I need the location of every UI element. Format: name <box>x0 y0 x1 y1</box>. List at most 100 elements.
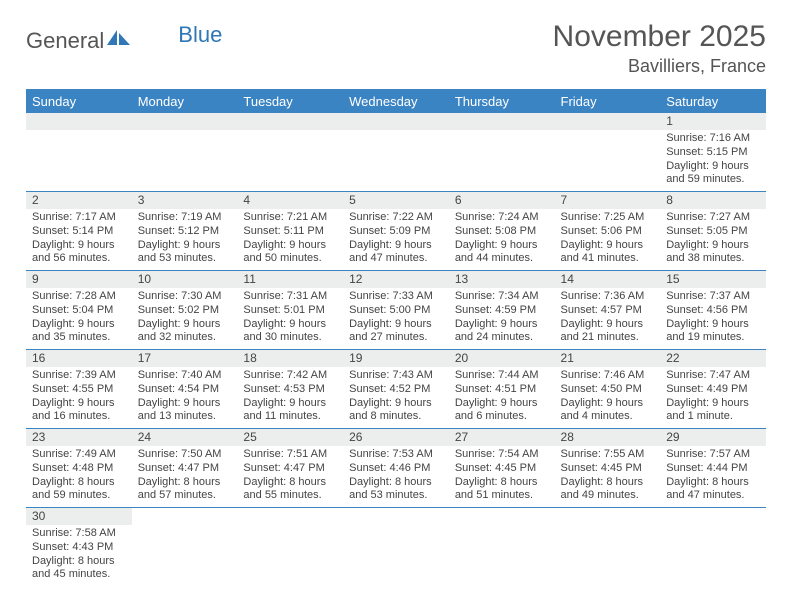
calendar-cell: 9Sunrise: 7:28 AMSunset: 5:04 PMDaylight… <box>26 271 132 350</box>
day-number: 13 <box>449 271 555 288</box>
daylight-line: Daylight: 9 hours and 47 minutes. <box>349 239 443 267</box>
daylight-line: Daylight: 9 hours and 35 minutes. <box>32 318 126 346</box>
sunrise-line: Sunrise: 7:30 AM <box>138 290 232 304</box>
day-body: Sunrise: 7:49 AMSunset: 4:48 PMDaylight:… <box>26 446 132 507</box>
calendar-week-row: 1Sunrise: 7:16 AMSunset: 5:15 PMDaylight… <box>26 113 766 192</box>
sunset-line: Sunset: 5:02 PM <box>138 304 232 318</box>
day-number: 14 <box>555 271 661 288</box>
daylight-line: Daylight: 9 hours and 19 minutes. <box>666 318 760 346</box>
weekday-header: Friday <box>555 90 661 114</box>
calendar-week-row: 23Sunrise: 7:49 AMSunset: 4:48 PMDayligh… <box>26 429 766 508</box>
sunset-line: Sunset: 5:15 PM <box>666 146 760 160</box>
day-number: 29 <box>660 429 766 446</box>
logo-sail-icon <box>106 28 132 54</box>
day-number: 7 <box>555 192 661 209</box>
daylight-line: Daylight: 9 hours and 44 minutes. <box>455 239 549 267</box>
calendar-cell: 5Sunrise: 7:22 AMSunset: 5:09 PMDaylight… <box>343 192 449 271</box>
day-body: Sunrise: 7:47 AMSunset: 4:49 PMDaylight:… <box>660 367 766 428</box>
day-body: Sunrise: 7:24 AMSunset: 5:08 PMDaylight:… <box>449 209 555 270</box>
day-number: 19 <box>343 350 449 367</box>
sunrise-line: Sunrise: 7:17 AM <box>32 211 126 225</box>
calendar-cell <box>237 508 343 587</box>
header: General Blue November 2025 Bavilliers, F… <box>26 20 766 77</box>
calendar-table: Sunday Monday Tuesday Wednesday Thursday… <box>26 89 766 586</box>
daylight-line: Daylight: 8 hours and 51 minutes. <box>455 476 549 504</box>
day-number: 23 <box>26 429 132 446</box>
day-body: Sunrise: 7:19 AMSunset: 5:12 PMDaylight:… <box>132 209 238 270</box>
sunset-line: Sunset: 5:14 PM <box>32 225 126 239</box>
calendar-cell: 21Sunrise: 7:46 AMSunset: 4:50 PMDayligh… <box>555 350 661 429</box>
day-body: Sunrise: 7:51 AMSunset: 4:47 PMDaylight:… <box>237 446 343 507</box>
calendar-cell: 28Sunrise: 7:55 AMSunset: 4:45 PMDayligh… <box>555 429 661 508</box>
weekday-header-row: Sunday Monday Tuesday Wednesday Thursday… <box>26 90 766 114</box>
sunrise-line: Sunrise: 7:42 AM <box>243 369 337 383</box>
day-body: Sunrise: 7:28 AMSunset: 5:04 PMDaylight:… <box>26 288 132 349</box>
sunrise-line: Sunrise: 7:54 AM <box>455 448 549 462</box>
calendar-week-row: 2Sunrise: 7:17 AMSunset: 5:14 PMDaylight… <box>26 192 766 271</box>
sunrise-line: Sunrise: 7:57 AM <box>666 448 760 462</box>
day-body: Sunrise: 7:57 AMSunset: 4:44 PMDaylight:… <box>660 446 766 507</box>
calendar-cell: 16Sunrise: 7:39 AMSunset: 4:55 PMDayligh… <box>26 350 132 429</box>
day-number: 5 <box>343 192 449 209</box>
calendar-cell <box>555 113 661 192</box>
daylight-line: Daylight: 9 hours and 4 minutes. <box>561 397 655 425</box>
calendar-cell <box>26 113 132 192</box>
calendar-cell: 22Sunrise: 7:47 AMSunset: 4:49 PMDayligh… <box>660 350 766 429</box>
day-body: Sunrise: 7:27 AMSunset: 5:05 PMDaylight:… <box>660 209 766 270</box>
calendar-cell: 13Sunrise: 7:34 AMSunset: 4:59 PMDayligh… <box>449 271 555 350</box>
daylight-line: Daylight: 8 hours and 57 minutes. <box>138 476 232 504</box>
sunset-line: Sunset: 4:43 PM <box>32 541 126 555</box>
weekday-header: Saturday <box>660 90 766 114</box>
sunset-line: Sunset: 4:48 PM <box>32 462 126 476</box>
calendar-cell: 20Sunrise: 7:44 AMSunset: 4:51 PMDayligh… <box>449 350 555 429</box>
sunset-line: Sunset: 5:11 PM <box>243 225 337 239</box>
sunrise-line: Sunrise: 7:25 AM <box>561 211 655 225</box>
weekday-header: Thursday <box>449 90 555 114</box>
day-body: Sunrise: 7:58 AMSunset: 4:43 PMDaylight:… <box>26 525 132 586</box>
sunset-line: Sunset: 5:06 PM <box>561 225 655 239</box>
calendar-week-row: 16Sunrise: 7:39 AMSunset: 4:55 PMDayligh… <box>26 350 766 429</box>
sunrise-line: Sunrise: 7:24 AM <box>455 211 549 225</box>
daylight-line: Daylight: 9 hours and 56 minutes. <box>32 239 126 267</box>
sunset-line: Sunset: 5:05 PM <box>666 225 760 239</box>
calendar-cell: 1Sunrise: 7:16 AMSunset: 5:15 PMDaylight… <box>660 113 766 192</box>
sunset-line: Sunset: 4:52 PM <box>349 383 443 397</box>
sunrise-line: Sunrise: 7:37 AM <box>666 290 760 304</box>
day-body: Sunrise: 7:37 AMSunset: 4:56 PMDaylight:… <box>660 288 766 349</box>
day-body: Sunrise: 7:44 AMSunset: 4:51 PMDaylight:… <box>449 367 555 428</box>
day-body: Sunrise: 7:34 AMSunset: 4:59 PMDaylight:… <box>449 288 555 349</box>
day-body: Sunrise: 7:43 AMSunset: 4:52 PMDaylight:… <box>343 367 449 428</box>
weekday-header: Monday <box>132 90 238 114</box>
daylight-line: Daylight: 9 hours and 6 minutes. <box>455 397 549 425</box>
calendar-cell <box>660 508 766 587</box>
calendar-cell: 19Sunrise: 7:43 AMSunset: 4:52 PMDayligh… <box>343 350 449 429</box>
day-body: Sunrise: 7:53 AMSunset: 4:46 PMDaylight:… <box>343 446 449 507</box>
day-number: 18 <box>237 350 343 367</box>
calendar-cell: 2Sunrise: 7:17 AMSunset: 5:14 PMDaylight… <box>26 192 132 271</box>
daylight-line: Daylight: 9 hours and 24 minutes. <box>455 318 549 346</box>
sunrise-line: Sunrise: 7:55 AM <box>561 448 655 462</box>
calendar-cell: 18Sunrise: 7:42 AMSunset: 4:53 PMDayligh… <box>237 350 343 429</box>
day-number: 1 <box>660 113 766 130</box>
day-number: 30 <box>26 508 132 525</box>
day-body: Sunrise: 7:50 AMSunset: 4:47 PMDaylight:… <box>132 446 238 507</box>
daylight-line: Daylight: 8 hours and 55 minutes. <box>243 476 337 504</box>
sunset-line: Sunset: 4:54 PM <box>138 383 232 397</box>
day-body: Sunrise: 7:39 AMSunset: 4:55 PMDaylight:… <box>26 367 132 428</box>
sunset-line: Sunset: 5:08 PM <box>455 225 549 239</box>
daylight-line: Daylight: 9 hours and 16 minutes. <box>32 397 126 425</box>
day-body: Sunrise: 7:30 AMSunset: 5:02 PMDaylight:… <box>132 288 238 349</box>
sunrise-line: Sunrise: 7:21 AM <box>243 211 337 225</box>
calendar-cell <box>449 508 555 587</box>
calendar-cell: 7Sunrise: 7:25 AMSunset: 5:06 PMDaylight… <box>555 192 661 271</box>
day-number-empty <box>132 113 238 130</box>
sunrise-line: Sunrise: 7:50 AM <box>138 448 232 462</box>
sunrise-line: Sunrise: 7:27 AM <box>666 211 760 225</box>
sunset-line: Sunset: 4:49 PM <box>666 383 760 397</box>
sunrise-line: Sunrise: 7:40 AM <box>138 369 232 383</box>
calendar-cell <box>343 113 449 192</box>
calendar-cell: 12Sunrise: 7:33 AMSunset: 5:00 PMDayligh… <box>343 271 449 350</box>
logo-text-blue: Blue <box>178 22 222 48</box>
sunrise-line: Sunrise: 7:43 AM <box>349 369 443 383</box>
month-title: November 2025 <box>553 20 766 54</box>
